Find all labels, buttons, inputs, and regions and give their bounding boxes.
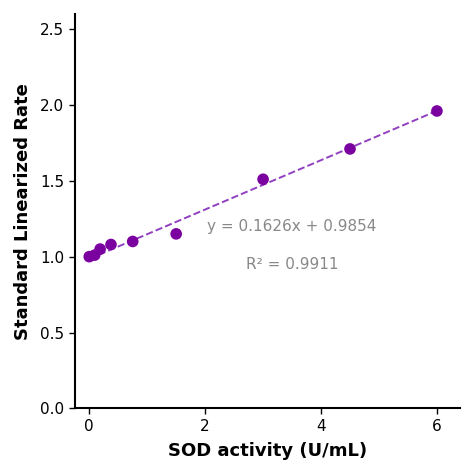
- Point: [259, 175, 267, 183]
- Point: [433, 107, 441, 115]
- Y-axis label: Standard Linearized Rate: Standard Linearized Rate: [14, 82, 32, 339]
- Point: [173, 230, 180, 237]
- Point: [91, 251, 99, 259]
- Point: [107, 241, 115, 248]
- Point: [129, 237, 137, 245]
- Point: [96, 245, 104, 253]
- Point: [346, 145, 354, 153]
- Point: [85, 253, 93, 260]
- Text: R² = 0.9911: R² = 0.9911: [246, 256, 338, 272]
- X-axis label: SOD activity (U/mL): SOD activity (U/mL): [168, 442, 367, 460]
- Text: y = 0.1626x + 0.9854: y = 0.1626x + 0.9854: [208, 219, 377, 234]
